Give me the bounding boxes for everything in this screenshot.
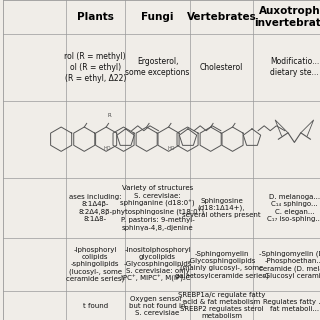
Text: Variety of structures
S. cerevisiae:
sphinganine (d18:0⁺)
phytosphingosine (t18:: Variety of structures S. cerevisiae: sph…: [112, 186, 204, 230]
Text: HO: HO: [168, 147, 175, 151]
Text: -Sphingomyelin (D...
-Phosphoethan...
ceramide (D. mela...
-Glucosyl cerami...: -Sphingomyelin (D... -Phosphoethan... ce…: [259, 251, 320, 279]
Text: Fungi: Fungi: [141, 12, 174, 22]
Text: Regulates fatty ...
fat metaboli...: Regulates fatty ... fat metaboli...: [263, 299, 320, 312]
Text: -Inositolphosphoryl
glycolipids
-Glycosphingolipids
S. cerevisiae: only
IPC⁺, MI: -Inositolphosphoryl glycolipids -Glycosp…: [121, 247, 194, 283]
Text: Vertebrates: Vertebrates: [187, 12, 256, 22]
Text: -Sphingomyelin
-Glycosphingolipids
(mainly glucosyl-, some
galactosylceramide se: -Sphingomyelin -Glycosphingolipids (main…: [175, 251, 268, 279]
Text: Modificatio...
dietary ste...: Modificatio... dietary ste...: [270, 57, 319, 77]
Text: Auxotrophic
invertebrates: Auxotrophic invertebrates: [254, 6, 320, 28]
Text: R: R: [108, 113, 112, 118]
Text: D. melanoga...
C₁₄ sphingo...
C. elegan...
C₁₇ iso-sphing...: D. melanoga... C₁₄ sphingo... C. elegan.…: [267, 194, 320, 222]
Text: Plants: Plants: [77, 12, 114, 22]
Text: Cholesterol: Cholesterol: [200, 63, 243, 72]
Text: t found: t found: [83, 303, 108, 308]
Text: -lphosphoryl
colipids
-sphingolipids
(lucosyl-, some
ceramide series): -lphosphoryl colipids -sphingolipids (lu…: [66, 247, 124, 282]
Text: ases including:
8:1Δ4β-
8:2Δ4,8β-
8:1Δ8-: ases including: 8:1Δ4β- 8:2Δ4,8β- 8:1Δ8-: [69, 194, 122, 222]
Text: Ergosterol,
some exceptions: Ergosterol, some exceptions: [125, 57, 190, 77]
Text: Oxygen sensor,
but not found in
S. cerevisiae: Oxygen sensor, but not found in S. cerev…: [129, 296, 186, 316]
Text: SREBP1a/c regulate fatty
acid & fat metabolism
SREBP2 regulates sterol
metabolis: SREBP1a/c regulate fatty acid & fat meta…: [178, 292, 265, 319]
Text: rol (R = methyl)
ol (R = ethyl)
(R = ethyl, Δ22): rol (R = methyl) ol (R = ethyl) (R = eth…: [64, 52, 126, 83]
Text: HO: HO: [104, 147, 111, 151]
Text: Sphingosine
(d18:1Δ14+),
several others present: Sphingosine (d18:1Δ14+), several others …: [182, 197, 261, 219]
